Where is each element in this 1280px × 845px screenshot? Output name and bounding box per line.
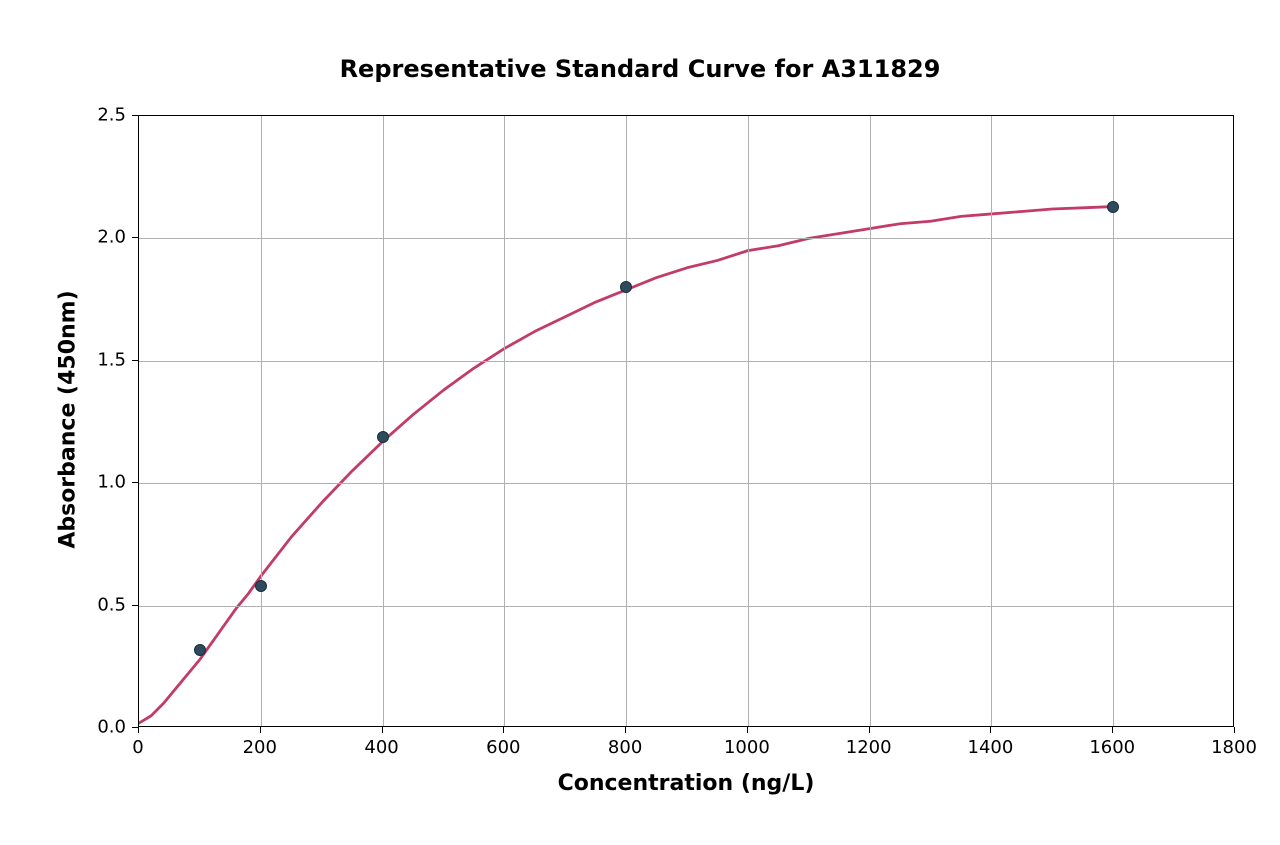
x-tick-label: 0 bbox=[132, 737, 143, 758]
y-tick-mark bbox=[132, 727, 138, 728]
data-point bbox=[255, 580, 267, 592]
x-tick-mark bbox=[260, 727, 261, 733]
x-tick-mark bbox=[1112, 727, 1113, 733]
chart-container: Representative Standard Curve for A31182… bbox=[0, 0, 1280, 845]
data-point bbox=[377, 431, 389, 443]
x-tick-mark bbox=[747, 727, 748, 733]
plot-area bbox=[138, 115, 1234, 727]
y-tick-label: 1.0 bbox=[97, 472, 126, 493]
x-tick-label: 600 bbox=[486, 737, 520, 758]
grid-line-horizontal bbox=[139, 238, 1233, 239]
x-tick-mark bbox=[503, 727, 504, 733]
x-tick-label: 400 bbox=[364, 737, 398, 758]
x-tick-mark bbox=[990, 727, 991, 733]
y-axis-label: Absorbance (450nm) bbox=[56, 114, 81, 726]
y-tick-mark bbox=[132, 482, 138, 483]
y-tick-label: 1.5 bbox=[97, 349, 126, 370]
grid-line-vertical bbox=[870, 116, 871, 726]
data-point bbox=[1107, 201, 1119, 213]
grid-line-vertical bbox=[626, 116, 627, 726]
y-tick-mark bbox=[132, 115, 138, 116]
fitted-curve bbox=[139, 116, 1235, 728]
data-point bbox=[194, 644, 206, 656]
y-tick-label: 2.5 bbox=[97, 105, 126, 126]
grid-line-vertical bbox=[261, 116, 262, 726]
y-tick-mark bbox=[132, 360, 138, 361]
grid-line-horizontal bbox=[139, 483, 1233, 484]
y-tick-mark bbox=[132, 237, 138, 238]
grid-line-vertical bbox=[991, 116, 992, 726]
x-tick-label: 1000 bbox=[724, 737, 770, 758]
x-tick-mark bbox=[1234, 727, 1235, 733]
grid-line-horizontal bbox=[139, 361, 1233, 362]
x-tick-mark bbox=[138, 727, 139, 733]
y-tick-label: 0.0 bbox=[97, 717, 126, 738]
chart-title: Representative Standard Curve for A31182… bbox=[0, 55, 1280, 83]
y-tick-label: 0.5 bbox=[97, 594, 126, 615]
x-tick-mark bbox=[869, 727, 870, 733]
grid-line-vertical bbox=[504, 116, 505, 726]
x-tick-label: 1800 bbox=[1211, 737, 1257, 758]
x-tick-mark bbox=[382, 727, 383, 733]
grid-line-vertical bbox=[748, 116, 749, 726]
x-tick-label: 1400 bbox=[968, 737, 1014, 758]
x-tick-label: 800 bbox=[608, 737, 642, 758]
data-point bbox=[620, 281, 632, 293]
x-tick-label: 1200 bbox=[846, 737, 892, 758]
x-tick-mark bbox=[625, 727, 626, 733]
y-tick-mark bbox=[132, 605, 138, 606]
grid-line-vertical bbox=[383, 116, 384, 726]
x-tick-label: 200 bbox=[243, 737, 277, 758]
x-tick-label: 1600 bbox=[1089, 737, 1135, 758]
x-axis-label: Concentration (ng/L) bbox=[138, 771, 1234, 796]
y-tick-label: 2.0 bbox=[97, 227, 126, 248]
grid-line-horizontal bbox=[139, 606, 1233, 607]
